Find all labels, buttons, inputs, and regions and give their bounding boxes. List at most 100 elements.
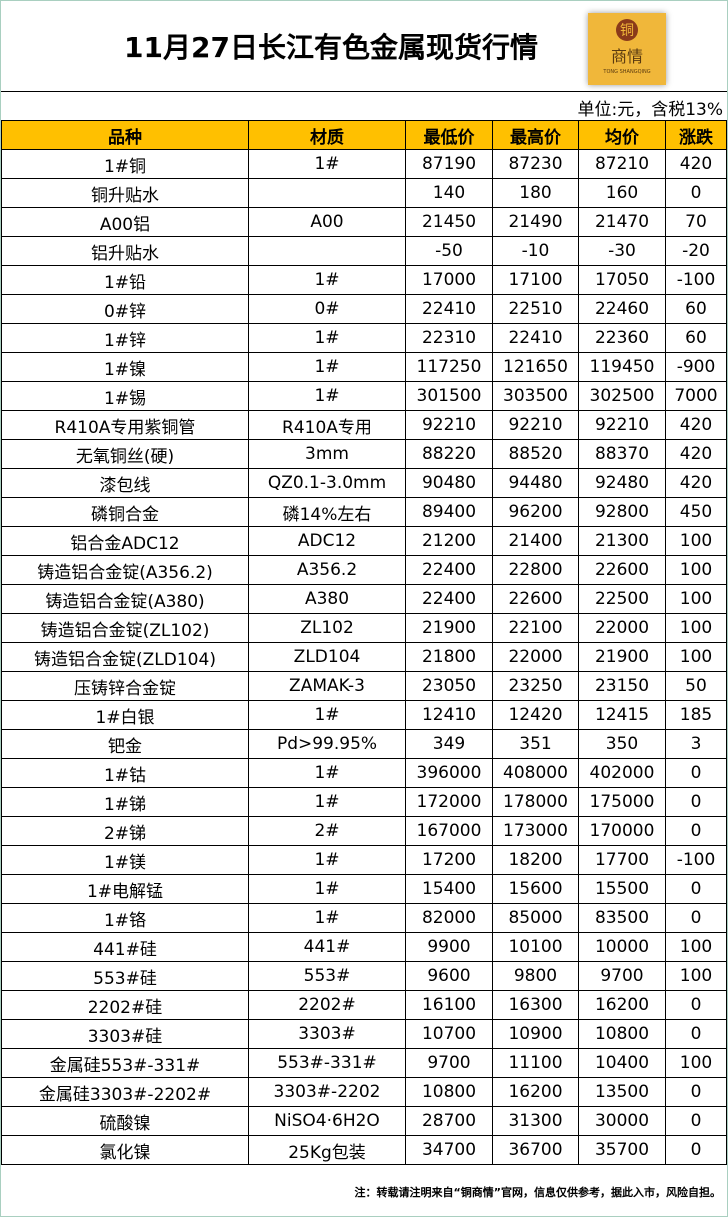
cell-max-price: 36700 bbox=[492, 1135, 579, 1165]
cell-variety: 1#镍 bbox=[1, 352, 249, 382]
cell-material: NiSO4·6H2O bbox=[248, 1106, 406, 1136]
cell-variety: 金属硅553#-331# bbox=[1, 1048, 249, 1078]
table-header-row: 品种 材质 最低价 最高价 均价 涨跌 bbox=[1, 120, 727, 150]
header-avg-price: 均价 bbox=[578, 120, 666, 150]
cell-material bbox=[248, 236, 406, 266]
cell-min-price: 12410 bbox=[405, 700, 493, 730]
cell-variety: 无氧铜丝(硬) bbox=[1, 439, 249, 469]
cell-material: 2202# bbox=[248, 990, 406, 1020]
table-row: 磷铜合金 磷14%左右 89400 96200 92800 450 bbox=[1, 497, 727, 527]
cell-change: 420 bbox=[665, 468, 727, 498]
cell-change: 100 bbox=[665, 642, 727, 672]
cell-change: 0 bbox=[665, 1019, 727, 1049]
cell-variety: 1#镁 bbox=[1, 845, 249, 875]
cell-change: 0 bbox=[665, 874, 727, 904]
cell-variety: 铸造铝合金锭(ZLD104) bbox=[1, 642, 249, 672]
table-row: 铸造铝合金锭(A380) A380 22400 22600 22500 100 bbox=[1, 584, 727, 614]
cell-change: 450 bbox=[665, 497, 727, 527]
cell-max-price: 31300 bbox=[492, 1106, 579, 1136]
cell-min-price: 9900 bbox=[405, 932, 493, 962]
cell-max-price: 88520 bbox=[492, 439, 579, 469]
cell-avg-price: 22360 bbox=[578, 323, 666, 353]
cell-avg-price: 302500 bbox=[578, 381, 666, 411]
cell-max-price: 85000 bbox=[492, 903, 579, 933]
cell-change: 0 bbox=[665, 1077, 727, 1107]
table-row: R410A专用紫铜管 R410A专用 92210 92210 92210 420 bbox=[1, 410, 727, 440]
table-row: 2202#硅 2202# 16100 16300 16200 0 bbox=[1, 990, 727, 1020]
cell-max-price: 22410 bbox=[492, 323, 579, 353]
cell-variety: 1#锡 bbox=[1, 381, 249, 411]
cell-min-price: 22400 bbox=[405, 584, 493, 614]
cell-min-price: 28700 bbox=[405, 1106, 493, 1136]
table-row: 1#白银 1# 12410 12420 12415 185 bbox=[1, 700, 727, 730]
table-row: 金属硅3303#-2202# 3303#-2202 10800 16200 13500 0 bbox=[1, 1077, 727, 1107]
cell-variety: 0#锌 bbox=[1, 294, 249, 324]
table-row: 1#电解锰 1# 15400 15600 15500 0 bbox=[1, 874, 727, 904]
cell-change: 420 bbox=[665, 439, 727, 469]
cell-min-price: 92210 bbox=[405, 410, 493, 440]
cell-min-price: 21450 bbox=[405, 207, 493, 237]
page-title: 11月27日长江有色金属现货行情 bbox=[124, 31, 538, 64]
table-row: 铸造铝合金锭(ZLD104) ZLD104 21800 22000 21900 100 bbox=[1, 642, 727, 672]
cell-change: 100 bbox=[665, 584, 727, 614]
cell-avg-price: 16200 bbox=[578, 990, 666, 1020]
cell-min-price: 22410 bbox=[405, 294, 493, 324]
table-row: 1#锑 1# 172000 178000 175000 0 bbox=[1, 787, 727, 817]
table-row: 1#镁 1# 17200 18200 17700 -100 bbox=[1, 845, 727, 875]
cell-max-price: -10 bbox=[492, 236, 579, 266]
cell-material: ZL102 bbox=[248, 613, 406, 643]
cell-material: 1# bbox=[248, 265, 406, 295]
cell-avg-price: 21900 bbox=[578, 642, 666, 672]
cell-change: 420 bbox=[665, 410, 727, 440]
table-row: 441#硅 441# 9900 10100 10000 100 bbox=[1, 932, 727, 962]
cell-variety: 铜升贴水 bbox=[1, 178, 249, 208]
cell-max-price: 22510 bbox=[492, 294, 579, 324]
cell-min-price: 117250 bbox=[405, 352, 493, 382]
cell-min-price: 21900 bbox=[405, 613, 493, 643]
header-max-price: 最高价 bbox=[492, 120, 579, 150]
cell-min-price: 21800 bbox=[405, 642, 493, 672]
cell-min-price: 16100 bbox=[405, 990, 493, 1020]
cell-material: A00 bbox=[248, 207, 406, 237]
cell-min-price: 349 bbox=[405, 729, 493, 759]
cell-change: 185 bbox=[665, 700, 727, 730]
cell-max-price: 11100 bbox=[492, 1048, 579, 1078]
table-row: 钯金 Pd>99.95% 349 351 350 3 bbox=[1, 729, 727, 759]
logo-text: 商情 bbox=[610, 47, 643, 66]
cell-change: 100 bbox=[665, 526, 727, 556]
table-row: 0#锌 0# 22410 22510 22460 60 bbox=[1, 294, 727, 324]
cell-variety: 2202#硅 bbox=[1, 990, 249, 1020]
header-change: 涨跌 bbox=[665, 120, 727, 150]
cell-min-price: 34700 bbox=[405, 1135, 493, 1165]
table-row: 铝合金ADC12 ADC12 21200 21400 21300 100 bbox=[1, 526, 727, 556]
cell-material: ZAMAK-3 bbox=[248, 671, 406, 701]
cell-avg-price: 88370 bbox=[578, 439, 666, 469]
cell-avg-price: 92210 bbox=[578, 410, 666, 440]
cell-max-price: 121650 bbox=[492, 352, 579, 382]
cell-variety: 铸造铝合金锭(A380) bbox=[1, 584, 249, 614]
cell-avg-price: 160 bbox=[578, 178, 666, 208]
cell-avg-price: 350 bbox=[578, 729, 666, 759]
cell-max-price: 408000 bbox=[492, 758, 579, 788]
cell-max-price: 9800 bbox=[492, 961, 579, 991]
table-row: 1#镍 1# 117250 121650 119450 -900 bbox=[1, 352, 727, 382]
cell-max-price: 12420 bbox=[492, 700, 579, 730]
table-row: 无氧铜丝(硬) 3mm 88220 88520 88370 420 bbox=[1, 439, 727, 469]
divider bbox=[1, 91, 727, 92]
cell-min-price: 22400 bbox=[405, 555, 493, 585]
disclaimer-note: 注：转载请注明来自“铜商情”官网，信息仅供参考，据此入市，风险自担。 bbox=[354, 1186, 721, 1199]
cell-variety: 铝合金ADC12 bbox=[1, 526, 249, 556]
cell-variety: 1#铜 bbox=[1, 149, 249, 179]
table-row: 553#硅 553# 9600 9800 9700 100 bbox=[1, 961, 727, 991]
cell-change: -20 bbox=[665, 236, 727, 266]
cell-avg-price: 402000 bbox=[578, 758, 666, 788]
cell-min-price: 17000 bbox=[405, 265, 493, 295]
cell-avg-price: 170000 bbox=[578, 816, 666, 846]
cell-change: 7000 bbox=[665, 381, 727, 411]
cell-variety: R410A专用紫铜管 bbox=[1, 410, 249, 440]
cell-change: 0 bbox=[665, 990, 727, 1020]
cell-variety: 1#铅 bbox=[1, 265, 249, 295]
cell-material: ADC12 bbox=[248, 526, 406, 556]
cell-max-price: 173000 bbox=[492, 816, 579, 846]
header-material: 材质 bbox=[248, 120, 406, 150]
